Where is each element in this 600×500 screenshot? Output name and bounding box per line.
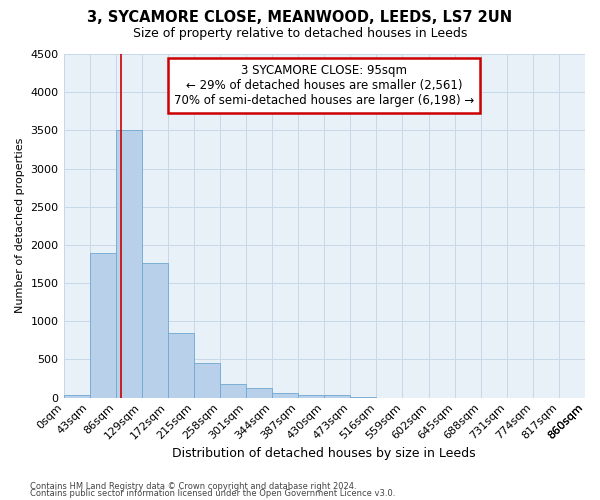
- Text: Contains HM Land Registry data © Crown copyright and database right 2024.: Contains HM Land Registry data © Crown c…: [30, 482, 356, 491]
- Text: 3 SYCAMORE CLOSE: 95sqm
← 29% of detached houses are smaller (2,561)
70% of semi: 3 SYCAMORE CLOSE: 95sqm ← 29% of detache…: [174, 64, 475, 108]
- Y-axis label: Number of detached properties: Number of detached properties: [15, 138, 25, 314]
- Bar: [64, 396, 89, 398]
- X-axis label: Distribution of detached houses by size in Leeds: Distribution of detached houses by size …: [172, 447, 476, 460]
- Bar: [168, 332, 194, 398]
- Bar: [272, 393, 298, 398]
- Bar: [350, 397, 376, 398]
- Bar: [89, 252, 116, 398]
- Bar: [142, 263, 168, 398]
- Text: Size of property relative to detached houses in Leeds: Size of property relative to detached ho…: [133, 28, 467, 40]
- Bar: [220, 384, 246, 398]
- Bar: [298, 394, 324, 398]
- Bar: [324, 396, 350, 398]
- Text: Contains public sector information licensed under the Open Government Licence v3: Contains public sector information licen…: [30, 490, 395, 498]
- Bar: [246, 388, 272, 398]
- Text: 3, SYCAMORE CLOSE, MEANWOOD, LEEDS, LS7 2UN: 3, SYCAMORE CLOSE, MEANWOOD, LEEDS, LS7 …: [88, 10, 512, 25]
- Bar: [116, 130, 142, 398]
- Bar: [194, 363, 220, 398]
